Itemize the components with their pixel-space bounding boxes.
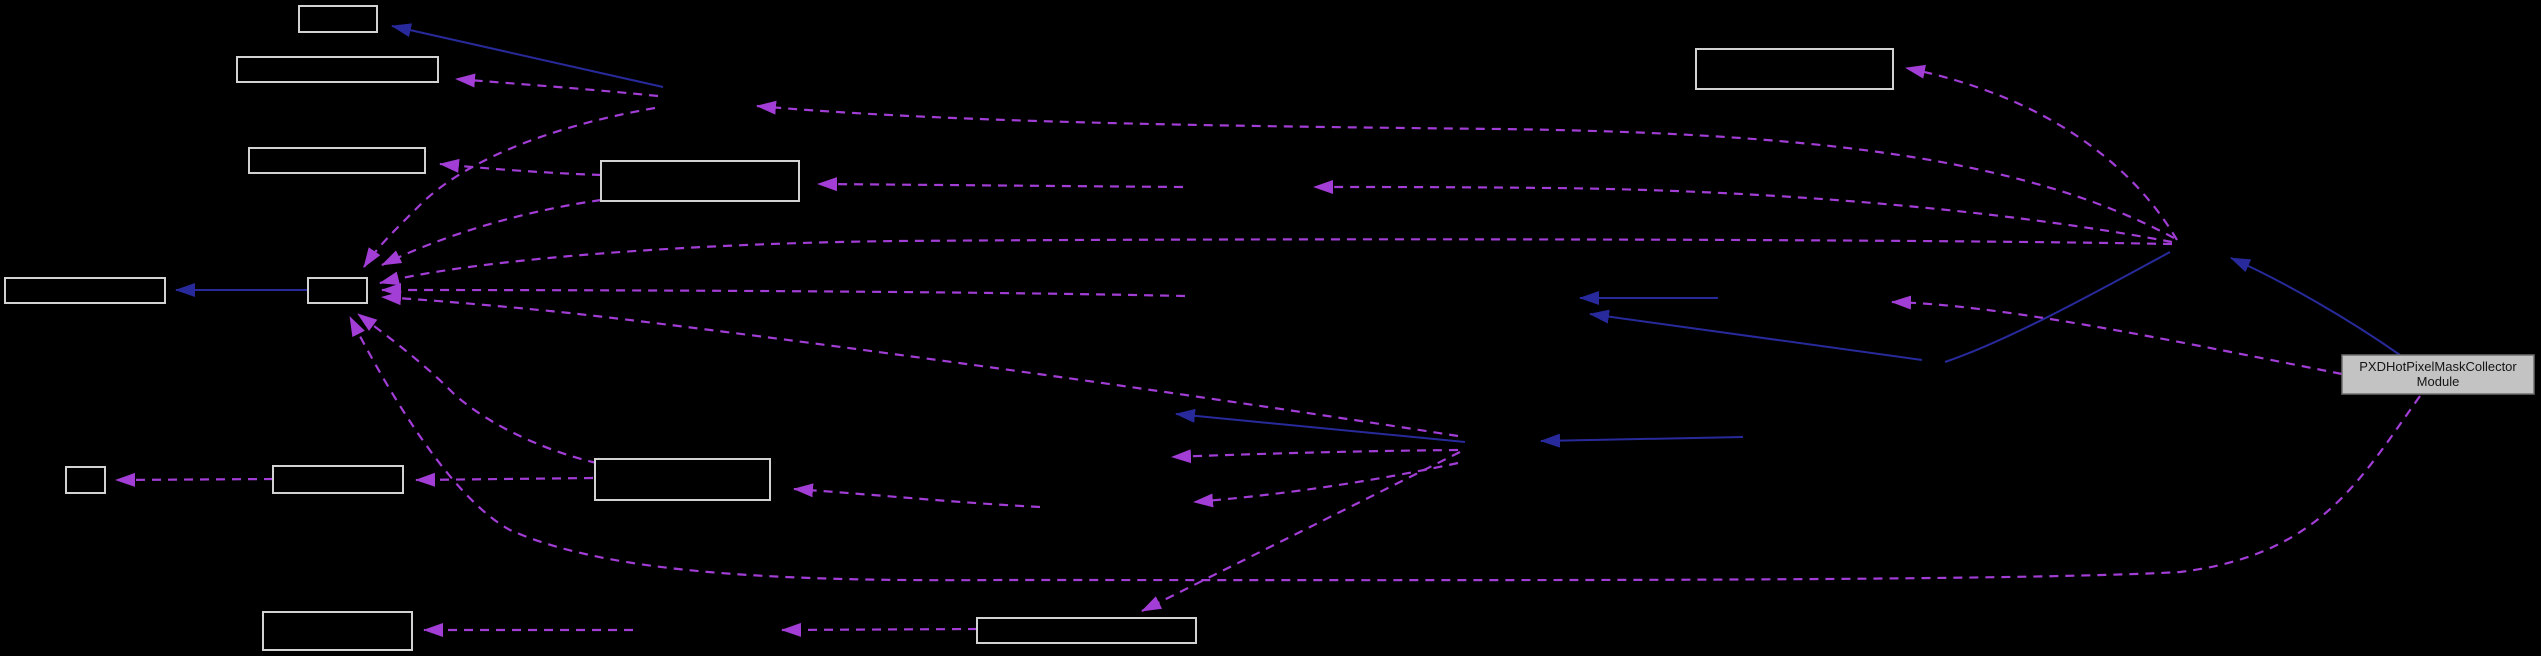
module-label-line2: Module	[2417, 374, 2460, 389]
node-box-9[interactable]	[272, 465, 404, 494]
edge-node2hidden-to-hubbox-right-lower	[381, 291, 1459, 438]
edge-hidden-a-to-node2	[455, 73, 659, 98]
module-node: PXDHotPixelMaskCollector Module	[2341, 354, 2535, 395]
edge-hidden-b-to-hubbox-right-mid	[381, 283, 1186, 298]
edge-hub-to-topright-node	[1905, 64, 2178, 241]
node-box-11[interactable]	[262, 611, 413, 651]
edge-hidden-c-to-node11	[793, 483, 1041, 509]
node-box-10[interactable]	[594, 458, 771, 501]
edge-node10-to-node9	[115, 472, 274, 487]
edge-node11-to-hubbox-bottom	[357, 313, 598, 465]
node-box-3[interactable]	[248, 147, 426, 174]
node-box-1[interactable]	[298, 5, 378, 33]
node-box-4[interactable]	[4, 277, 166, 304]
node-box-12[interactable]	[976, 617, 1197, 644]
edge-node2hidden-to-hidden-l	[1175, 408, 1466, 443]
node-box-6[interactable]	[600, 160, 800, 202]
node-box-8[interactable]	[65, 466, 106, 494]
edge-node2hidden-to-hidden-g	[1193, 461, 1459, 508]
edge-module-to-hub	[2230, 257, 2401, 356]
edge-node2hidden-to-node13	[1141, 451, 1461, 612]
edge-node13-to-hidden-d	[781, 622, 978, 637]
edge-hub-to-hubbox-right-upper	[379, 238, 2173, 286]
edge-node6-to-hubbox-top	[381, 198, 602, 266]
module-label-line1: PXDHotPixelMaskCollector	[2359, 359, 2517, 374]
edge-node11-to-node10	[415, 472, 594, 487]
edge-module-to-hidden-e	[1891, 295, 2343, 376]
edge-hub-tail-down-left	[1944, 251, 2171, 363]
edge-hidden-a-to-node1	[391, 23, 664, 88]
edge-node6-to-node3	[439, 158, 602, 177]
edge-hidden-h-to-node6	[817, 177, 1184, 192]
node-box-5-hub[interactable]	[307, 277, 368, 304]
edge-hub-to-hidden-h	[1313, 180, 2173, 244]
node-box-2[interactable]	[236, 56, 439, 83]
edge-hub-to-hidden-node-a	[756, 100, 2175, 239]
edge-node2hidden-to-hidden-f	[1171, 448, 1459, 464]
edge-hidden-m-to-node2hidden	[1540, 433, 1744, 448]
edge-hidden-a-to-hubbox-top	[363, 106, 656, 268]
edge-hidden-i-to-hidden-j	[1589, 309, 1923, 361]
edge-module-to-hubbox-bottom-sweep	[349, 316, 2421, 582]
module-node-rect	[2341, 354, 2535, 395]
node-box-7[interactable]	[1695, 48, 1894, 90]
